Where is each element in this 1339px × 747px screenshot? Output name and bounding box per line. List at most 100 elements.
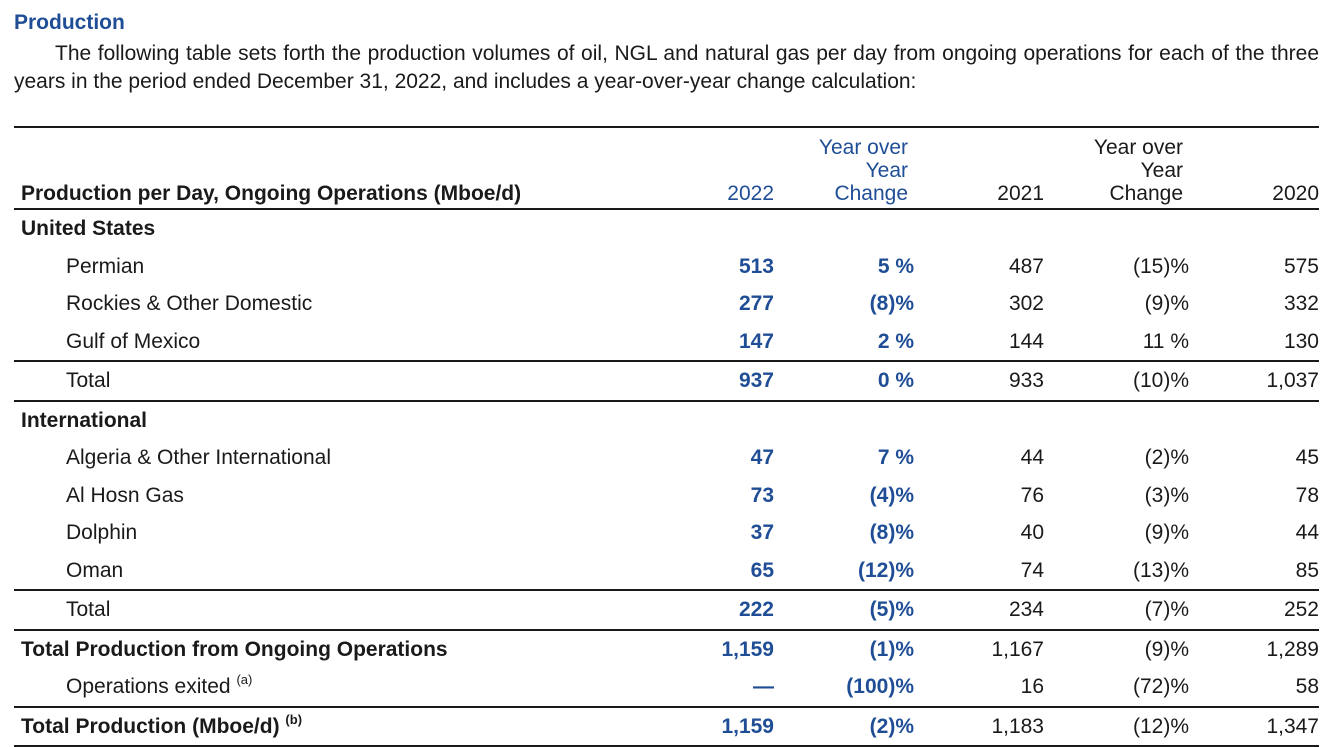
cell-yoy-2021: (7)% <box>1044 590 1189 631</box>
group-label: International <box>21 408 148 432</box>
cell-yoy-2021: (9)% <box>1144 521 1189 545</box>
table-row: Algeria & Other International 47 7 % 44 … <box>14 439 1319 477</box>
group-row-international: International <box>14 401 1319 440</box>
row-label: Total <box>14 590 664 631</box>
row-label: Algeria & Other International <box>66 446 331 470</box>
cell-2021: 16 <box>914 668 1044 708</box>
row-label-cell: Total Production (Mboe/d) (b) <box>14 706 664 747</box>
header-2021-text: 2021 <box>997 182 1044 205</box>
cell-2021: 76 <box>1020 483 1044 507</box>
cell-yoy-2021: (9)% <box>1144 292 1189 316</box>
cell-2020: 45 <box>1295 446 1319 470</box>
cell-yoy-2021: (3)% <box>1144 483 1189 507</box>
table-row: Permian 513 5 % 487 (15)% 575 <box>14 248 1319 286</box>
row-label: Rockies & Other Domestic <box>66 292 313 316</box>
row-label: Permian <box>66 254 145 278</box>
row-label: Dolphin <box>66 521 138 545</box>
cell-2020: 78 <box>1295 483 1319 507</box>
header-yoy-2022-line1: Year over <box>818 136 908 159</box>
cell-2021: 933 <box>914 361 1044 402</box>
header-2021: 2021 <box>914 126 1044 210</box>
table-row: Dolphin 37 (8)% 40 (9)% 44 <box>14 514 1319 552</box>
cell-2022: 513 <box>738 254 774 278</box>
header-2022: 2022 <box>664 126 774 210</box>
row-label: Total Production from Ongoing Operations <box>21 637 448 661</box>
cell-2022: 1,159 <box>721 637 774 661</box>
cell-2022: — <box>664 668 774 708</box>
cell-2021: 1,183 <box>914 706 1044 747</box>
group-row-united-states: United States <box>14 209 1319 248</box>
cell-yoy-2021: (9)% <box>1144 637 1189 661</box>
cell-yoy-2022: (100)% <box>774 668 914 708</box>
cell-2021: 234 <box>914 590 1044 631</box>
header-2020-text: 2020 <box>1272 182 1319 205</box>
header-yoy-2021-line2: Year <box>1140 159 1183 182</box>
header-yoy-2021-line1: Year over <box>1093 136 1183 159</box>
row-label: Gulf of Mexico <box>14 322 664 362</box>
header-2022-text: 2022 <box>727 182 774 205</box>
cell-2020: 1,347 <box>1189 706 1319 747</box>
cell-2022: 1,159 <box>664 706 774 747</box>
cell-2021: 487 <box>1008 254 1044 278</box>
cell-2020: 332 <box>1283 292 1319 316</box>
cell-yoy-2022: 7 % <box>877 446 914 470</box>
table-row-operations-exited: Operations exited (a) — (100)% 16 (72)% … <box>14 668 1319 708</box>
cell-2021: 74 <box>914 551 1044 591</box>
cell-yoy-2022: (2)% <box>774 706 914 747</box>
cell-2020: 1,037 <box>1189 361 1319 402</box>
table-row: Al Hosn Gas 73 (4)% 76 (3)% 78 <box>14 477 1319 515</box>
cell-yoy-2021: (13)% <box>1044 551 1189 591</box>
cell-yoy-2022: (1)% <box>869 637 914 661</box>
cell-yoy-2021: (72)% <box>1044 668 1189 708</box>
table-header-row: Production per Day, Ongoing Operations (… <box>14 126 1319 210</box>
cell-yoy-2021: (15)% <box>1132 254 1189 278</box>
table-row: Oman 65 (12)% 74 (13)% 85 <box>14 551 1319 591</box>
cell-2022: 37 <box>750 521 774 545</box>
cell-2022: 147 <box>664 322 774 362</box>
cell-yoy-2021: 11 % <box>1044 322 1189 362</box>
row-label: Total Production (Mboe/d) <box>21 714 280 738</box>
cell-yoy-2022: 2 % <box>774 322 914 362</box>
row-label: Operations exited <box>66 675 231 699</box>
cell-yoy-2021: (2)% <box>1144 446 1189 470</box>
cell-yoy-2022: (5)% <box>774 590 914 631</box>
cell-yoy-2022: (12)% <box>774 551 914 591</box>
header-yoy-2022-line2: Year <box>865 159 908 182</box>
cell-2021: 40 <box>1020 521 1044 545</box>
table-row: Rockies & Other Domestic 277 (8)% 302 (9… <box>14 285 1319 323</box>
cell-2020: 252 <box>1189 590 1319 631</box>
header-yoy-2022: Year over Year Change <box>774 126 914 210</box>
row-label: Total <box>14 361 664 402</box>
intro-paragraph: The following table sets forth the produ… <box>14 42 1319 93</box>
cell-yoy-2022: (8)% <box>869 521 914 545</box>
cell-2022: 277 <box>738 292 774 316</box>
cell-yoy-2021: (10)% <box>1044 361 1189 402</box>
table-row: Gulf of Mexico 147 2 % 144 11 % 130 <box>14 322 1319 362</box>
cell-2022: 47 <box>750 446 774 470</box>
row-label: Oman <box>14 551 664 591</box>
table-row-grand-total: Total Production (Mboe/d) (b) 1,159 (2)%… <box>14 706 1319 747</box>
section-title: Production <box>14 11 125 34</box>
footnote-marker: (a) <box>236 672 253 688</box>
cell-2022: 73 <box>750 483 774 507</box>
cell-2022: 937 <box>664 361 774 402</box>
cell-yoy-2022: 0 % <box>774 361 914 402</box>
cell-2021: 44 <box>1020 446 1044 470</box>
table-row-us-total: Total 937 0 % 933 (10)% 1,037 <box>14 361 1319 402</box>
cell-2020: 85 <box>1189 551 1319 591</box>
cell-yoy-2022: (4)% <box>869 483 914 507</box>
cell-2020: 575 <box>1283 254 1319 278</box>
group-label: United States <box>21 217 156 241</box>
production-table: Production per Day, Ongoing Operations (… <box>14 126 1319 747</box>
footnote-marker: (b) <box>285 711 303 727</box>
cell-yoy-2021: (12)% <box>1044 706 1189 747</box>
cell-2022: 222 <box>664 590 774 631</box>
header-yoy-2022-line3: Change <box>834 182 908 205</box>
cell-2020: 1,289 <box>1266 637 1319 661</box>
row-label: Al Hosn Gas <box>66 483 184 507</box>
cell-2022: 65 <box>664 551 774 591</box>
header-yoy-2021: Year over Year Change <box>1044 126 1189 210</box>
cell-2021: 1,167 <box>991 637 1044 661</box>
cell-2020: 130 <box>1189 322 1319 362</box>
cell-2020: 58 <box>1189 668 1319 708</box>
